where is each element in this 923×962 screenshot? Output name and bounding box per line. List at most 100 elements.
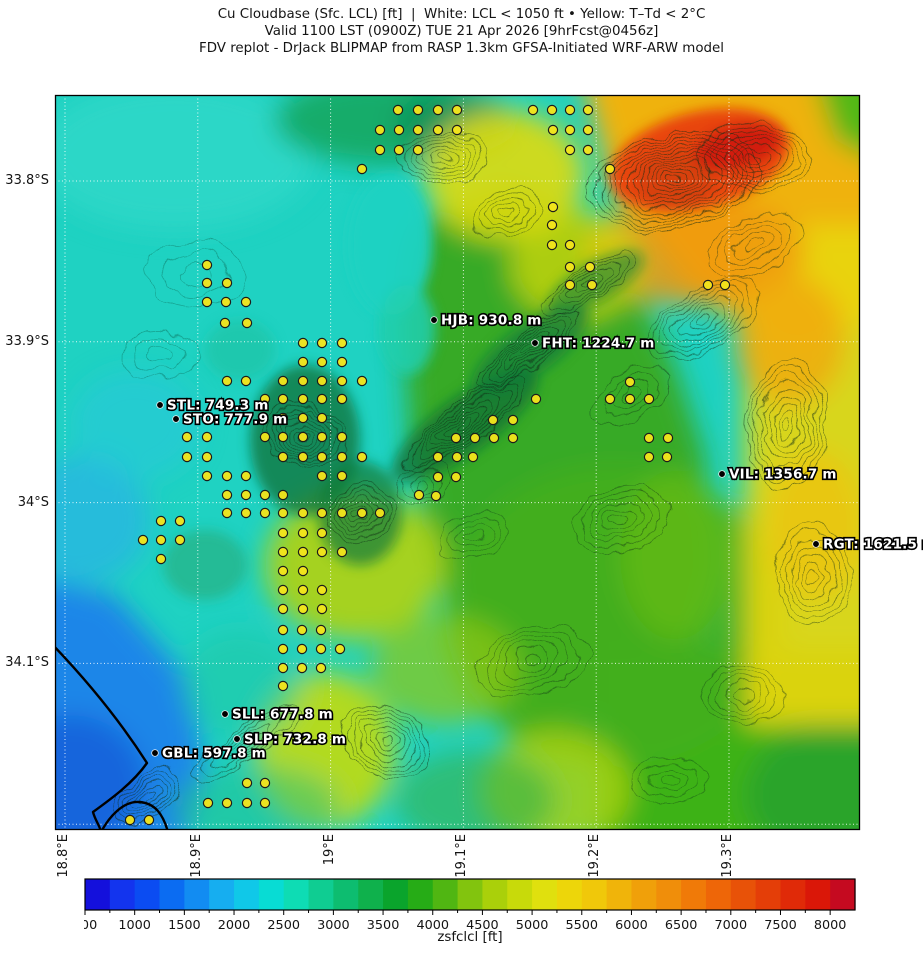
yellow-cloud-dot bbox=[221, 470, 233, 482]
yellow-cloud-dot bbox=[392, 104, 404, 116]
station-label-GBL: GBL: 597.8 m bbox=[162, 746, 266, 762]
yellow-cloud-dot bbox=[412, 144, 424, 156]
yellow-cloud-dot bbox=[277, 565, 289, 577]
yellow-cloud-dot bbox=[432, 124, 444, 136]
map-area: HJB: 930.8 m FHT: 1224.7 m STL: 749.3 m STO… bbox=[54, 94, 923, 831]
yellow-cloud-dot bbox=[316, 527, 328, 539]
y-tick-label: 33.8°S bbox=[5, 173, 49, 188]
yellow-cloud-dot bbox=[316, 603, 328, 615]
colorbar-tick-label: 7000 bbox=[715, 918, 748, 933]
yellow-cloud-dot bbox=[297, 356, 309, 368]
yellow-cloud-dot bbox=[240, 296, 252, 308]
terrain-contour-lines bbox=[113, 122, 851, 825]
yellow-cloud-dot bbox=[661, 451, 673, 463]
yellow-cloud-dot bbox=[624, 376, 636, 388]
yellow-cloud-dot bbox=[201, 259, 213, 271]
colorbar-tick-label: 7500 bbox=[764, 918, 797, 933]
yellow-cloud-dot bbox=[124, 814, 136, 826]
colorbar-canvas: 5001000150020002500300035004000450050005… bbox=[73, 878, 856, 933]
yellow-cloud-dot bbox=[259, 489, 271, 501]
yellow-cloud-dot bbox=[277, 375, 289, 387]
station-label-SLL: SLL: 677.8 m bbox=[232, 707, 333, 723]
yellow-cloud-dot bbox=[393, 124, 405, 136]
station-marker-STO bbox=[172, 415, 180, 423]
yellow-cloud-dot bbox=[202, 797, 214, 809]
yellow-cloud-dot bbox=[564, 279, 576, 291]
yellow-cloud-dot bbox=[259, 431, 271, 443]
yellow-cloud-dot bbox=[336, 337, 348, 349]
colorbar-tick-label: 1500 bbox=[168, 918, 201, 933]
yellow-cloud-dot bbox=[221, 797, 233, 809]
station-label-STO: STO: 777.9 m bbox=[183, 412, 287, 428]
yellow-cloud-dot bbox=[393, 144, 405, 156]
station-marker-GBL bbox=[151, 749, 159, 757]
yellow-cloud-dot bbox=[259, 777, 271, 789]
colorbar-tick-label: 6500 bbox=[665, 918, 698, 933]
yellow-cloud-dot bbox=[564, 124, 576, 136]
yellow-cloud-dot bbox=[547, 201, 559, 213]
yellow-cloud-dot bbox=[143, 814, 155, 826]
yellow-cloud-dot bbox=[297, 527, 309, 539]
yellow-cloud-dot bbox=[277, 643, 289, 655]
yellow-cloud-dot bbox=[336, 451, 348, 463]
yellow-cloud-dot bbox=[201, 277, 213, 289]
yellow-cloud-dot bbox=[315, 624, 327, 636]
yellow-cloud-dot bbox=[356, 451, 368, 463]
yellow-cloud-dot bbox=[430, 490, 442, 502]
yellow-cloud-dot bbox=[316, 412, 328, 424]
yellow-cloud-dot bbox=[297, 393, 309, 405]
yellow-cloud-dot bbox=[604, 163, 616, 175]
yellow-cloud-dot bbox=[432, 471, 444, 483]
yellow-cloud-dot bbox=[240, 489, 252, 501]
colorbar-tick-label: 1000 bbox=[118, 918, 151, 933]
yellow-cloud-dot bbox=[586, 279, 598, 291]
yellow-cloud-dot bbox=[277, 527, 289, 539]
x-tick-label: 19.3°E bbox=[720, 834, 735, 878]
colorbar-tick-label: 5500 bbox=[565, 918, 598, 933]
yellow-cloud-dot bbox=[316, 337, 328, 349]
map-frame bbox=[54, 94, 861, 831]
yellow-cloud-dot bbox=[297, 603, 309, 615]
y-tick-label: 34°S bbox=[17, 494, 49, 510]
x-tick-label: 18.9°E bbox=[188, 834, 204, 878]
station-label-HJB: HJB: 930.8 m bbox=[441, 313, 542, 329]
yellow-cloud-dot bbox=[221, 507, 233, 519]
yellow-cloud-dot bbox=[451, 124, 463, 136]
yellow-cloud-dot bbox=[201, 296, 213, 308]
yellow-cloud-dot bbox=[277, 662, 289, 674]
yellow-cloud-dot bbox=[296, 643, 308, 655]
station-marker-STL bbox=[156, 401, 164, 409]
yellow-cloud-dot bbox=[624, 393, 636, 405]
yellow-cloud-dot bbox=[240, 507, 252, 519]
yellow-cloud-dot bbox=[719, 279, 731, 291]
x-tick-label: 19.2°E bbox=[587, 834, 603, 878]
yellow-cloud-dot bbox=[507, 432, 519, 444]
yellow-cloud-dot bbox=[356, 507, 368, 519]
yellow-cloud-dot bbox=[334, 643, 346, 655]
station-marker-RGT bbox=[812, 540, 820, 548]
yellow-cloud-dot bbox=[174, 515, 186, 527]
yellow-cloud-dot bbox=[450, 471, 462, 483]
yellow-cloud-dot bbox=[259, 797, 271, 809]
yellow-cloud-dot bbox=[336, 375, 348, 387]
yellow-cloud-dot bbox=[277, 584, 289, 596]
station-marker-VIL bbox=[718, 470, 726, 478]
yellow-cloud-dot bbox=[316, 375, 328, 387]
yellow-cloud-dot bbox=[259, 507, 271, 519]
y-tick-label: 34.1°S bbox=[5, 655, 49, 671]
yellow-cloud-dot bbox=[297, 337, 309, 349]
colorbar: 5001000150020002500300035004000450050005… bbox=[73, 878, 859, 938]
station-label-SLP: SLP: 732.8 m bbox=[244, 732, 346, 748]
yellow-cloud-dot bbox=[297, 565, 309, 577]
yellow-cloud-dot bbox=[316, 356, 328, 368]
colorbar-tick-label: 2500 bbox=[267, 918, 300, 933]
colorbar-label: zsfclcl [ft] bbox=[437, 930, 503, 945]
yellow-cloud-dot bbox=[181, 451, 193, 463]
yellow-cloud-dot bbox=[277, 624, 289, 636]
station-label-RGT: RGT: 1621.5 m bbox=[823, 537, 923, 553]
yellow-cloud-dot bbox=[413, 489, 425, 501]
yellow-cloud-dot bbox=[547, 124, 559, 136]
yellow-cloud-dot bbox=[336, 507, 348, 519]
yellow-cloud-dot bbox=[277, 680, 289, 692]
yellow-cloud-dot bbox=[297, 451, 309, 463]
